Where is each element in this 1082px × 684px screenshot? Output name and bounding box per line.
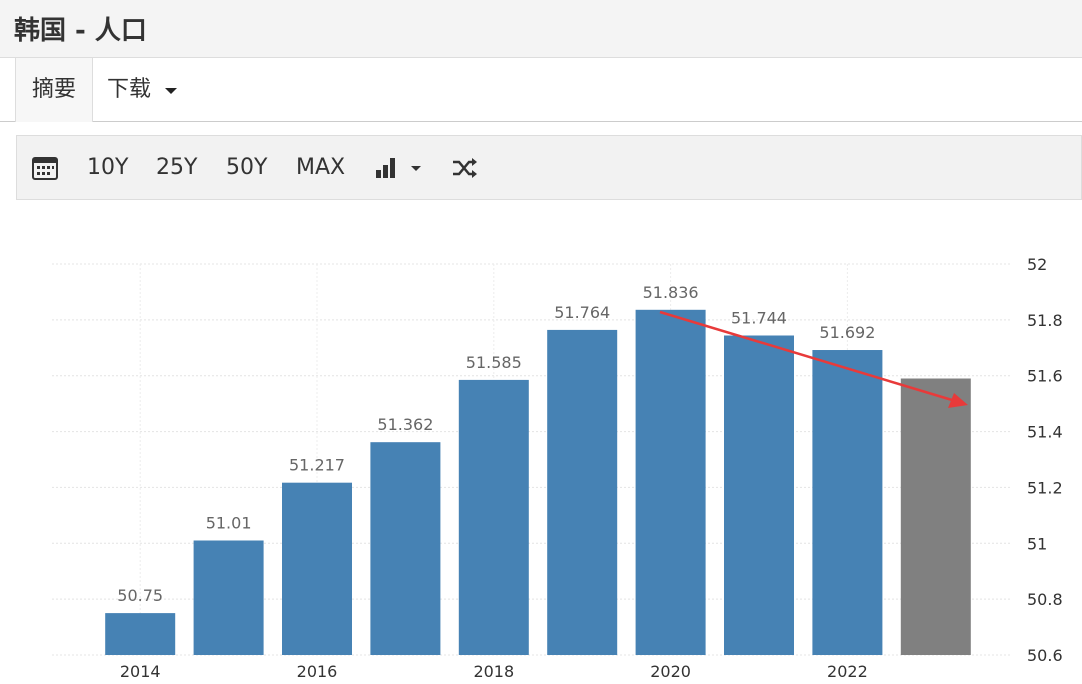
y-tick-label: 51.6 xyxy=(1027,367,1063,386)
chart: 50.6 50.8 51 51.2 51.4 51.6 51.8 52 2014 2016 2018… xyxy=(52,255,1063,681)
y-tick-label: 51.2 xyxy=(1027,478,1063,497)
value-label: 51.744 xyxy=(731,308,787,327)
value-label: 51.692 xyxy=(819,323,875,342)
bar xyxy=(193,540,264,655)
x-tick-label: 2018 xyxy=(473,662,514,681)
x-tick-label: 2014 xyxy=(120,662,161,681)
bar xyxy=(724,335,794,655)
value-label: 51.764 xyxy=(554,303,610,322)
value-label: 51.836 xyxy=(643,283,699,302)
tab-label: 下载 xyxy=(107,77,152,102)
caret xyxy=(165,88,178,94)
range-button[interactable]: 25Y xyxy=(156,155,198,180)
header-bar: 韩国 - 人口 xyxy=(0,0,1082,58)
tab[interactable]: 下载 xyxy=(107,58,178,121)
tab[interactable]: 摘要 xyxy=(15,58,93,122)
value-label: 51.01 xyxy=(206,513,252,532)
tab-bar: 摘要 下载 xyxy=(0,58,1082,122)
value-label: 51.585 xyxy=(466,353,522,372)
value-label: 50.75 xyxy=(117,586,163,605)
y-tick-label: 51 xyxy=(1027,534,1047,553)
bar xyxy=(812,350,883,655)
y-tick-label: 51.4 xyxy=(1027,423,1063,442)
x-tick-label: 2016 xyxy=(297,662,338,681)
range-button[interactable]: MAX xyxy=(296,155,346,180)
chart-type-icon[interactable] xyxy=(375,156,425,180)
value-label: 51.217 xyxy=(289,456,345,475)
y-tick-label: 50.6 xyxy=(1027,646,1063,665)
calendar-icon[interactable] xyxy=(32,155,58,181)
y-tick-label: 51.8 xyxy=(1027,311,1063,330)
range-button[interactable]: 50Y xyxy=(226,155,268,180)
bar xyxy=(370,442,441,655)
bar xyxy=(105,613,176,655)
trend-arrow xyxy=(659,310,968,408)
x-tick-label: 2020 xyxy=(650,662,691,681)
value-label: 51.362 xyxy=(377,415,433,434)
y-tick-label: 50.8 xyxy=(1027,590,1063,609)
y-tick-label: 52 xyxy=(1027,255,1047,274)
page-title: 韩国 - 人口 xyxy=(14,16,147,46)
bar xyxy=(458,379,529,655)
range-button[interactable]: 10Y xyxy=(87,155,129,180)
toolbar: 10Y 25Y 50Y MAX xyxy=(16,135,1082,200)
bar xyxy=(635,309,706,655)
shuffle-icon[interactable] xyxy=(451,156,479,180)
bar xyxy=(282,482,352,655)
bar xyxy=(900,378,971,655)
x-tick-label: 2022 xyxy=(827,662,868,681)
bar xyxy=(547,329,618,655)
